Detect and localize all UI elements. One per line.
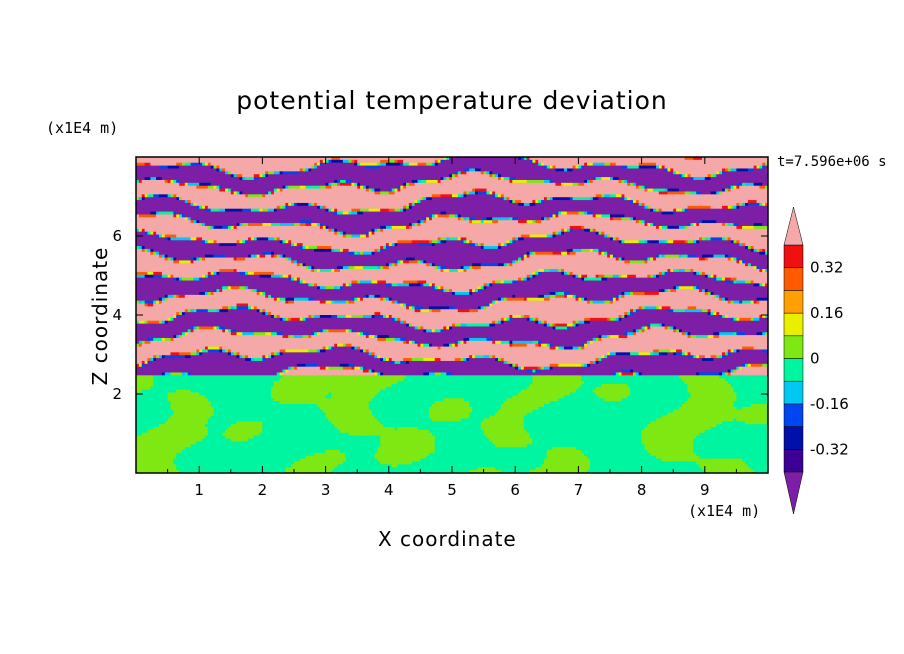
- x-axis-unit: (x1E4 m): [688, 502, 760, 520]
- x-axis-label: X coordinate: [378, 527, 517, 551]
- x-axis: 1 2 3 4 5 6 7 8 9: [167, 157, 737, 499]
- colorbar-bin: [783, 244, 804, 268]
- x-tick-label: 9: [700, 481, 710, 499]
- colorbar-bin: [783, 403, 804, 427]
- colorbar-bin: [783, 358, 804, 382]
- x-tick-label: 8: [637, 481, 647, 499]
- colorbar-tick-label: 0.32: [810, 259, 843, 277]
- z-axis: 2 4 6: [112, 227, 768, 403]
- colorbar-upper-extension: [783, 206, 804, 246]
- z-tick-label: 2: [112, 385, 122, 403]
- colorbar-bin: [783, 267, 804, 291]
- colorbar-tick-label: -0.16: [810, 395, 849, 413]
- z-tick-label: 6: [112, 227, 122, 245]
- colorbar-tick-label: 0: [810, 350, 820, 368]
- x-tick-label: 5: [447, 481, 457, 499]
- colorbar-bin: [783, 380, 804, 405]
- colorbar-bin: [783, 335, 804, 359]
- x-tick-label: 6: [510, 481, 520, 499]
- colorbar-tick-label: 0.16: [810, 304, 843, 322]
- colorbar-lower-extension: [783, 471, 804, 515]
- colorbar-bin: [783, 290, 804, 314]
- z-tick-label: 4: [112, 306, 122, 324]
- chart-title: potential temperature deviation: [0, 86, 904, 115]
- x-tick-label: 7: [574, 481, 584, 499]
- colorbar: 0.32 0.16 0 -0.16 -0.32: [783, 206, 849, 515]
- colorbar-bin: [783, 312, 804, 337]
- x-tick-label: 4: [384, 481, 394, 499]
- colorbar-bin: [783, 449, 804, 473]
- x-tick-label: 2: [258, 481, 268, 499]
- contour-field: [136, 157, 768, 473]
- time-stamp: t=7.596e+06 s: [777, 154, 887, 170]
- colorbar-bin: [783, 426, 804, 450]
- x-tick-label: 3: [321, 481, 331, 499]
- z-axis-unit: (x1E4 m): [46, 119, 118, 137]
- x-tick-label: 1: [194, 481, 204, 499]
- colorbar-tick-label: -0.32: [810, 440, 849, 458]
